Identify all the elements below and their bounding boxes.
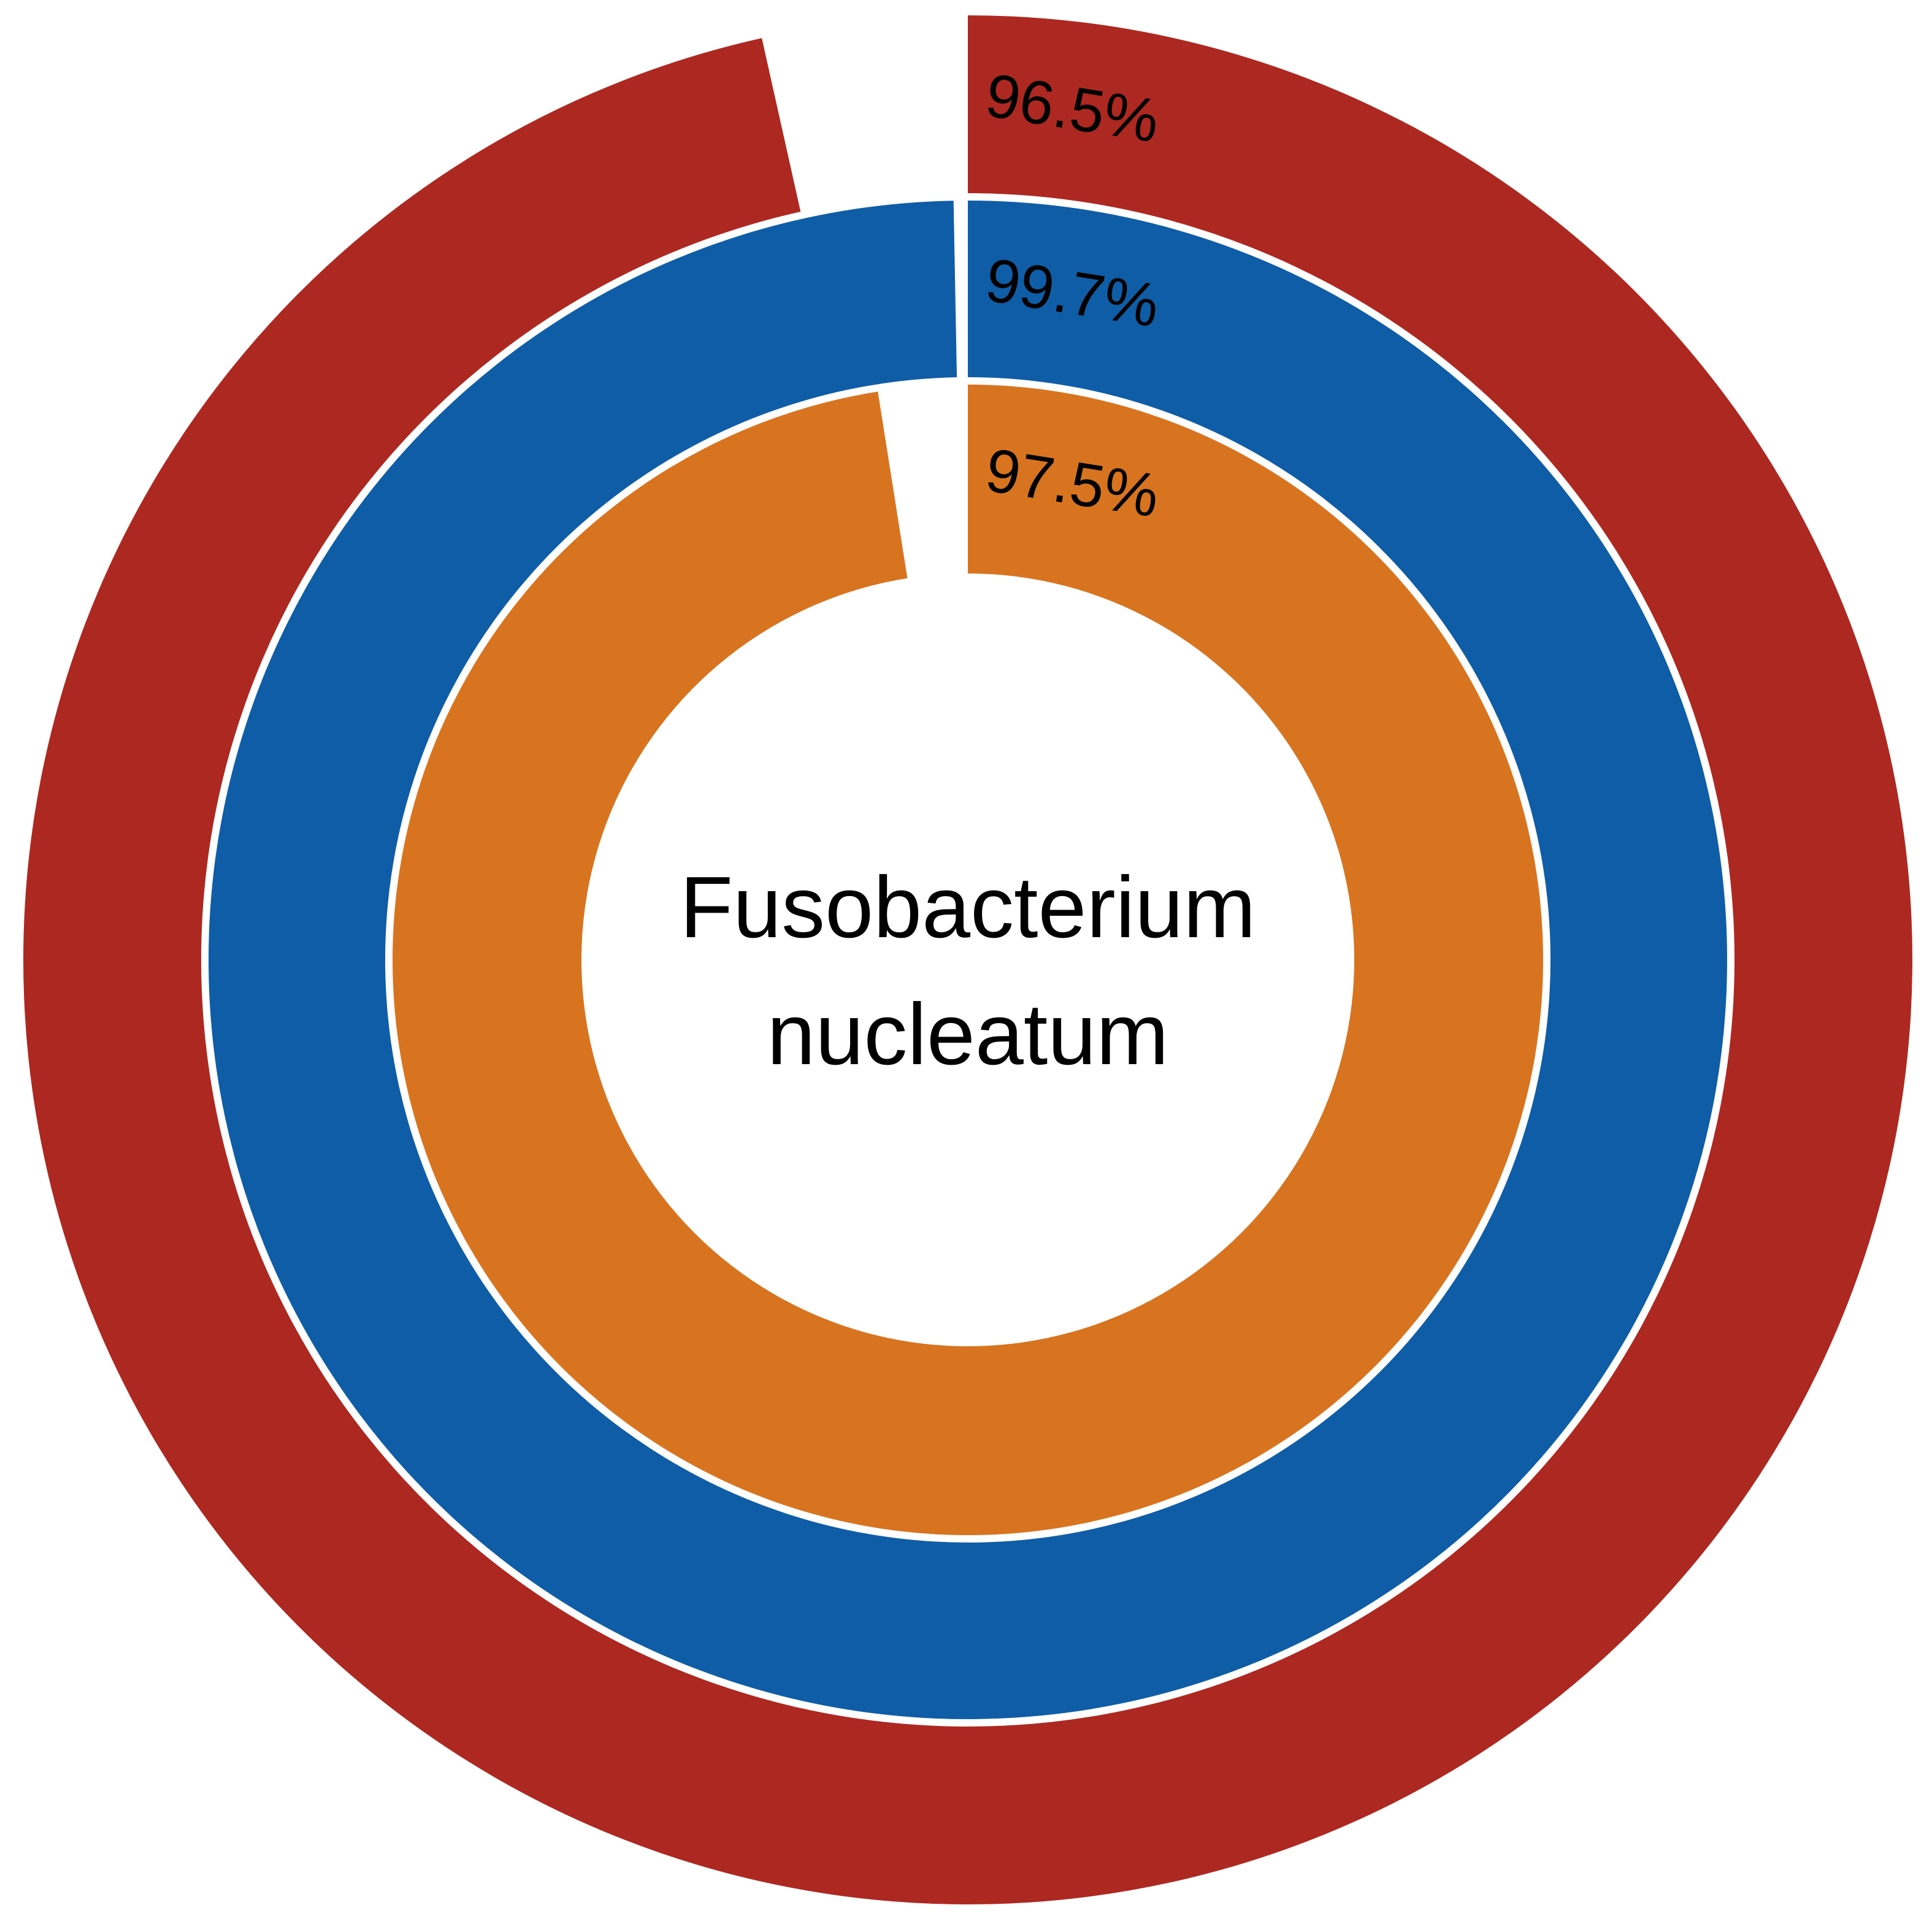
ring-labels-layer: 96.5%99.7%97.5% <box>981 61 1164 531</box>
center-label-line-1: Fusobacterium <box>680 859 1255 956</box>
rings-layer <box>23 15 1913 1905</box>
ring-arc-3 <box>393 385 1544 1535</box>
center-label-line-2: nucleatum <box>767 986 1168 1083</box>
